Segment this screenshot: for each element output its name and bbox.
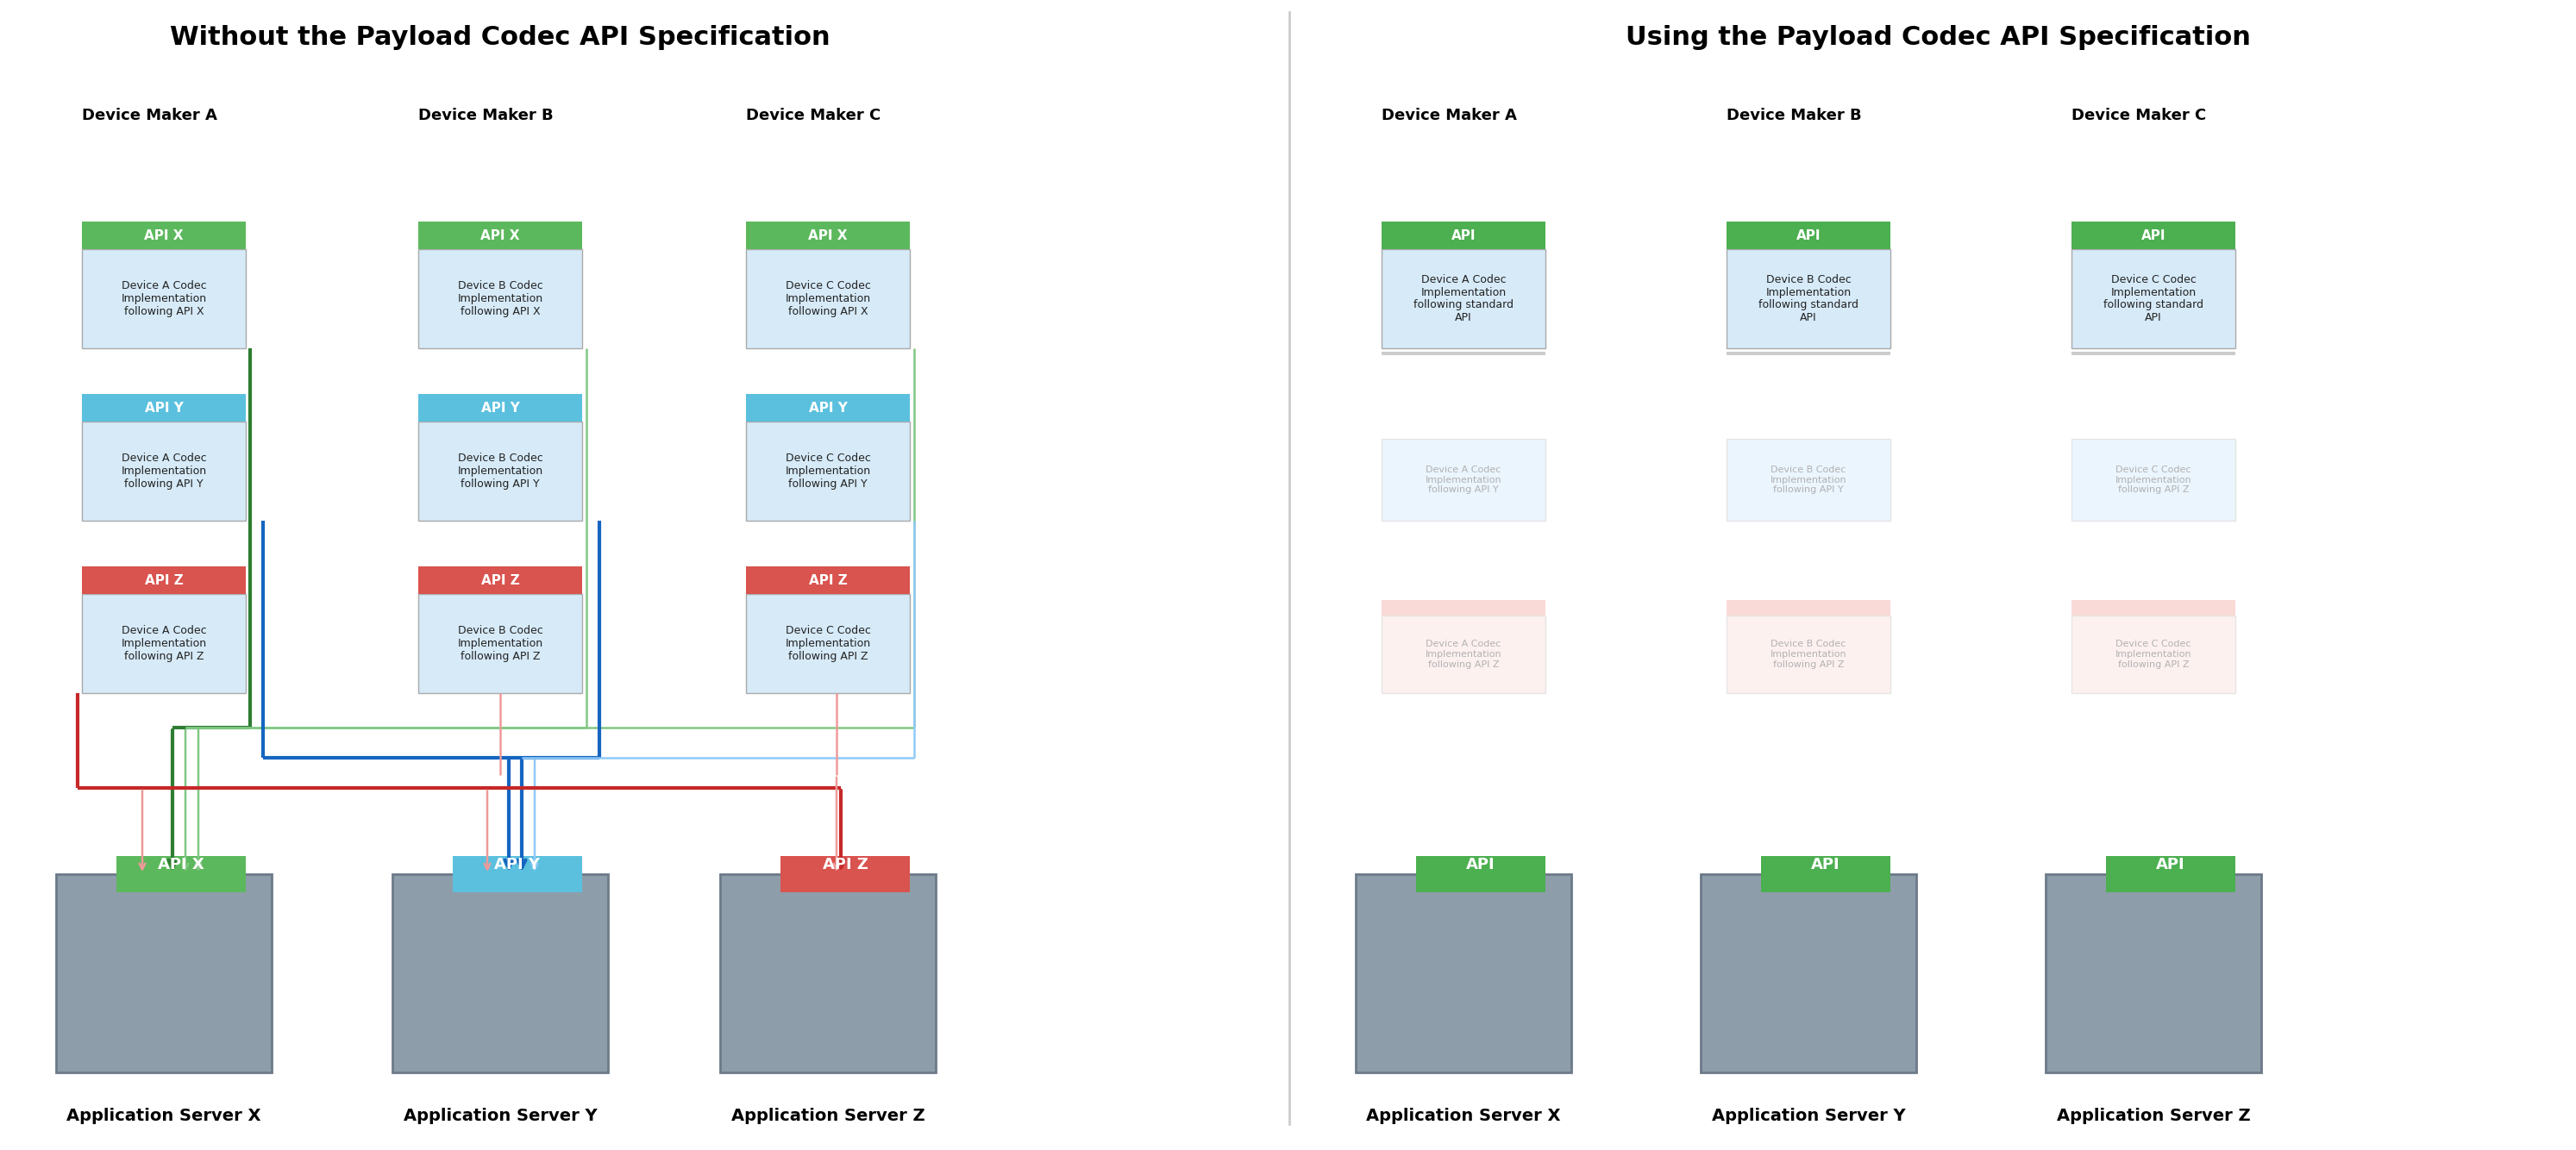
Bar (1726, 600, 1891, 615)
Bar (417, 593, 582, 693)
Text: Device C Codec
Implementation
following API Y: Device C Codec Implementation following … (786, 453, 871, 490)
Bar (747, 422, 909, 521)
Text: API: API (1450, 229, 1476, 241)
Text: API: API (1811, 858, 1839, 873)
Text: Device C Codec
Implementation
following API X: Device C Codec Implementation following … (786, 281, 871, 317)
Text: Device Maker B: Device Maker B (417, 108, 554, 123)
Bar (1417, 856, 1546, 892)
Bar (453, 856, 582, 892)
Text: API Y: API Y (809, 401, 848, 414)
Text: Device Maker C: Device Maker C (2071, 108, 2205, 123)
Bar (116, 856, 245, 892)
Bar (747, 593, 909, 693)
Bar (721, 874, 935, 1073)
Text: Device C Codec
Implementation
following API Z: Device C Codec Implementation following … (786, 624, 871, 662)
Text: API: API (2156, 858, 2184, 873)
Bar (2071, 222, 2236, 250)
Bar (2071, 439, 2236, 521)
Bar (2045, 874, 2262, 1073)
Bar (82, 250, 245, 348)
Text: API Z: API Z (482, 574, 520, 586)
Bar (417, 250, 582, 348)
Bar (1726, 439, 1891, 521)
Text: API Y: API Y (482, 401, 520, 414)
Text: Application Server Z: Application Server Z (2056, 1107, 2251, 1124)
Bar (82, 422, 245, 521)
Text: Application Server Y: Application Server Y (1710, 1107, 1906, 1124)
Bar (1381, 600, 1546, 615)
Bar (1726, 222, 1891, 250)
Text: Application Server X: Application Server X (1365, 1107, 1561, 1124)
Bar (82, 593, 245, 693)
Bar (1381, 615, 1546, 693)
Text: Device B Codec
Implementation
following API Z: Device B Codec Implementation following … (1770, 641, 1847, 668)
Bar (417, 422, 582, 521)
Text: API X: API X (144, 229, 183, 241)
Bar (1381, 439, 1546, 521)
Bar (1355, 874, 1571, 1073)
Text: API Z: API Z (144, 574, 183, 586)
Bar (747, 250, 909, 348)
Bar (1381, 222, 1546, 250)
Bar (747, 394, 909, 422)
Bar (781, 856, 909, 892)
Text: API X: API X (482, 229, 520, 241)
Text: API X: API X (157, 858, 204, 873)
Text: Device C Codec
Implementation
following API Z: Device C Codec Implementation following … (2115, 466, 2192, 494)
Text: Device B Codec
Implementation
following standard
API: Device B Codec Implementation following … (1759, 274, 1857, 323)
Bar (1381, 250, 1546, 348)
Bar (1762, 856, 1891, 892)
Text: Application Server Z: Application Server Z (732, 1107, 925, 1124)
Bar (1700, 874, 1917, 1073)
Text: API Y: API Y (495, 858, 541, 873)
Text: Device A Codec
Implementation
following API Y: Device A Codec Implementation following … (1425, 466, 1502, 494)
Bar (82, 222, 245, 250)
Text: Device A Codec
Implementation
following API Z: Device A Codec Implementation following … (1425, 641, 1502, 668)
Bar (392, 874, 608, 1073)
Text: Device C Codec
Implementation
following standard
API: Device C Codec Implementation following … (2105, 274, 2202, 323)
Bar (747, 567, 909, 593)
Text: Application Server X: Application Server X (67, 1107, 260, 1124)
Text: Device A Codec
Implementation
following API Y: Device A Codec Implementation following … (121, 453, 206, 490)
Text: Device B Codec
Implementation
following API X: Device B Codec Implementation following … (459, 281, 544, 317)
Text: Device A Codec
Implementation
following API Z: Device A Codec Implementation following … (121, 624, 206, 662)
Bar (2107, 856, 2236, 892)
Text: API Z: API Z (809, 574, 848, 586)
Bar (747, 222, 909, 250)
Text: Using the Payload Codec API Specification: Using the Payload Codec API Specificatio… (1625, 25, 2251, 51)
Bar (82, 394, 245, 422)
Text: API Z: API Z (822, 858, 868, 873)
Text: API Y: API Y (144, 401, 183, 414)
Bar (417, 222, 582, 250)
Text: Device B Codec
Implementation
following API Z: Device B Codec Implementation following … (459, 624, 544, 662)
Text: API: API (1795, 229, 1821, 241)
Text: Device Maker B: Device Maker B (1726, 108, 1862, 123)
Bar (57, 874, 270, 1073)
Bar (1726, 352, 1891, 355)
Text: API X: API X (809, 229, 848, 241)
Bar (2071, 600, 2236, 615)
Text: Application Server Y: Application Server Y (404, 1107, 598, 1124)
Text: Device Maker A: Device Maker A (1381, 108, 1517, 123)
Text: Device A Codec
Implementation
following standard
API: Device A Codec Implementation following … (1414, 274, 1515, 323)
Bar (82, 567, 245, 593)
Text: API: API (2141, 229, 2166, 241)
Text: API: API (1466, 858, 1494, 873)
Text: Device Maker A: Device Maker A (82, 108, 216, 123)
Text: Device B Codec
Implementation
following API Y: Device B Codec Implementation following … (459, 453, 544, 490)
Text: Device C Codec
Implementation
following API Z: Device C Codec Implementation following … (2115, 641, 2192, 668)
Bar (1726, 250, 1891, 348)
Bar (2071, 250, 2236, 348)
Bar (2071, 352, 2236, 355)
Text: Device B Codec
Implementation
following API Y: Device B Codec Implementation following … (1770, 466, 1847, 494)
Bar (1726, 615, 1891, 693)
Bar (417, 394, 582, 422)
Text: Device Maker C: Device Maker C (747, 108, 881, 123)
Bar (2071, 615, 2236, 693)
Text: Without the Payload Codec API Specification: Without the Payload Codec API Specificat… (170, 25, 829, 51)
Text: Device A Codec
Implementation
following API X: Device A Codec Implementation following … (121, 281, 206, 317)
Bar (1381, 352, 1546, 355)
Bar (417, 567, 582, 593)
